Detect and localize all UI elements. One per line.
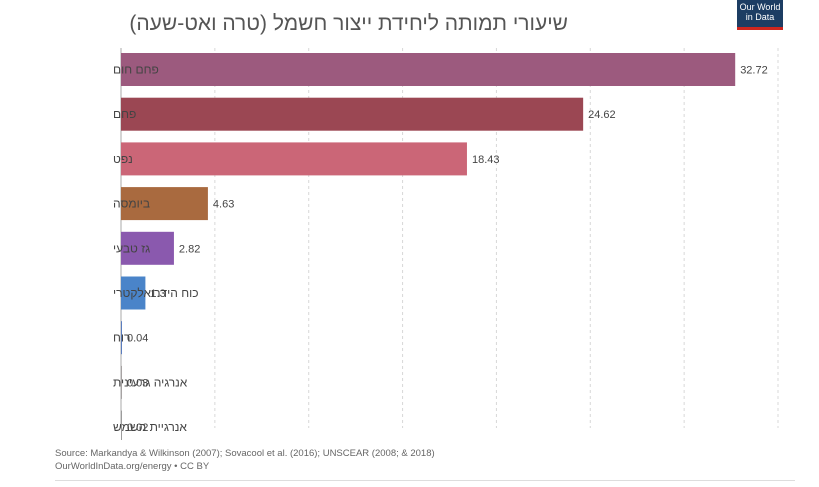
value-label-6: 0.04 xyxy=(127,333,148,345)
category-label-1: פחם xyxy=(113,107,136,121)
category-label-0: פחם חום xyxy=(113,63,159,77)
category-label-3: ביומסה xyxy=(113,197,150,211)
bar-1 xyxy=(121,97,584,131)
value-label-3: 4.63 xyxy=(213,199,234,211)
bar-4 xyxy=(121,231,174,265)
bar-5 xyxy=(121,276,146,310)
logo-line-2: in Data xyxy=(745,12,775,22)
category-label-8: אנרגיית השמש xyxy=(113,420,187,434)
category-label-7: אנרגיה גרעינית xyxy=(113,375,188,389)
bar-2 xyxy=(121,142,467,176)
owid-logo[interactable]: Our World in Data xyxy=(737,0,783,30)
bar-6 xyxy=(121,321,122,355)
value-label-8: 0.02 xyxy=(127,422,148,434)
bar-7 xyxy=(121,365,122,399)
logo-line-1: Our World xyxy=(739,2,781,12)
value-label-4: 2.82 xyxy=(179,243,200,255)
footer-divider xyxy=(55,480,795,481)
bar-chart: פחם חום 32.72 פחם 24.62 נפט 18.43 ביומסה 4.63 גז… xyxy=(113,48,779,440)
license-note: OurWorldInData.org/energy • CC BY xyxy=(55,461,210,472)
value-label-2: 18.43 xyxy=(472,154,500,166)
bar-3 xyxy=(121,187,208,221)
source-note: Source: Markandya & Wilkinson (2007); So… xyxy=(55,448,435,459)
category-label-6: רוח xyxy=(113,331,130,345)
value-label-5: 1.3 xyxy=(150,288,165,300)
value-label-1: 24.62 xyxy=(588,109,616,121)
bar-8 xyxy=(121,410,122,440)
value-label-0: 32.72 xyxy=(740,65,768,77)
chart-title: שיעורי תמותה ליחידת ייצור חשמל (טרה ואט-… xyxy=(129,12,568,35)
category-label-4: גז טבעי xyxy=(113,241,150,255)
bar-0 xyxy=(121,53,736,86)
value-label-7: 0.03 xyxy=(127,377,148,389)
category-label-2: נפט xyxy=(113,152,133,166)
category-label-5: כוח הידרואלקטרי xyxy=(113,286,199,300)
